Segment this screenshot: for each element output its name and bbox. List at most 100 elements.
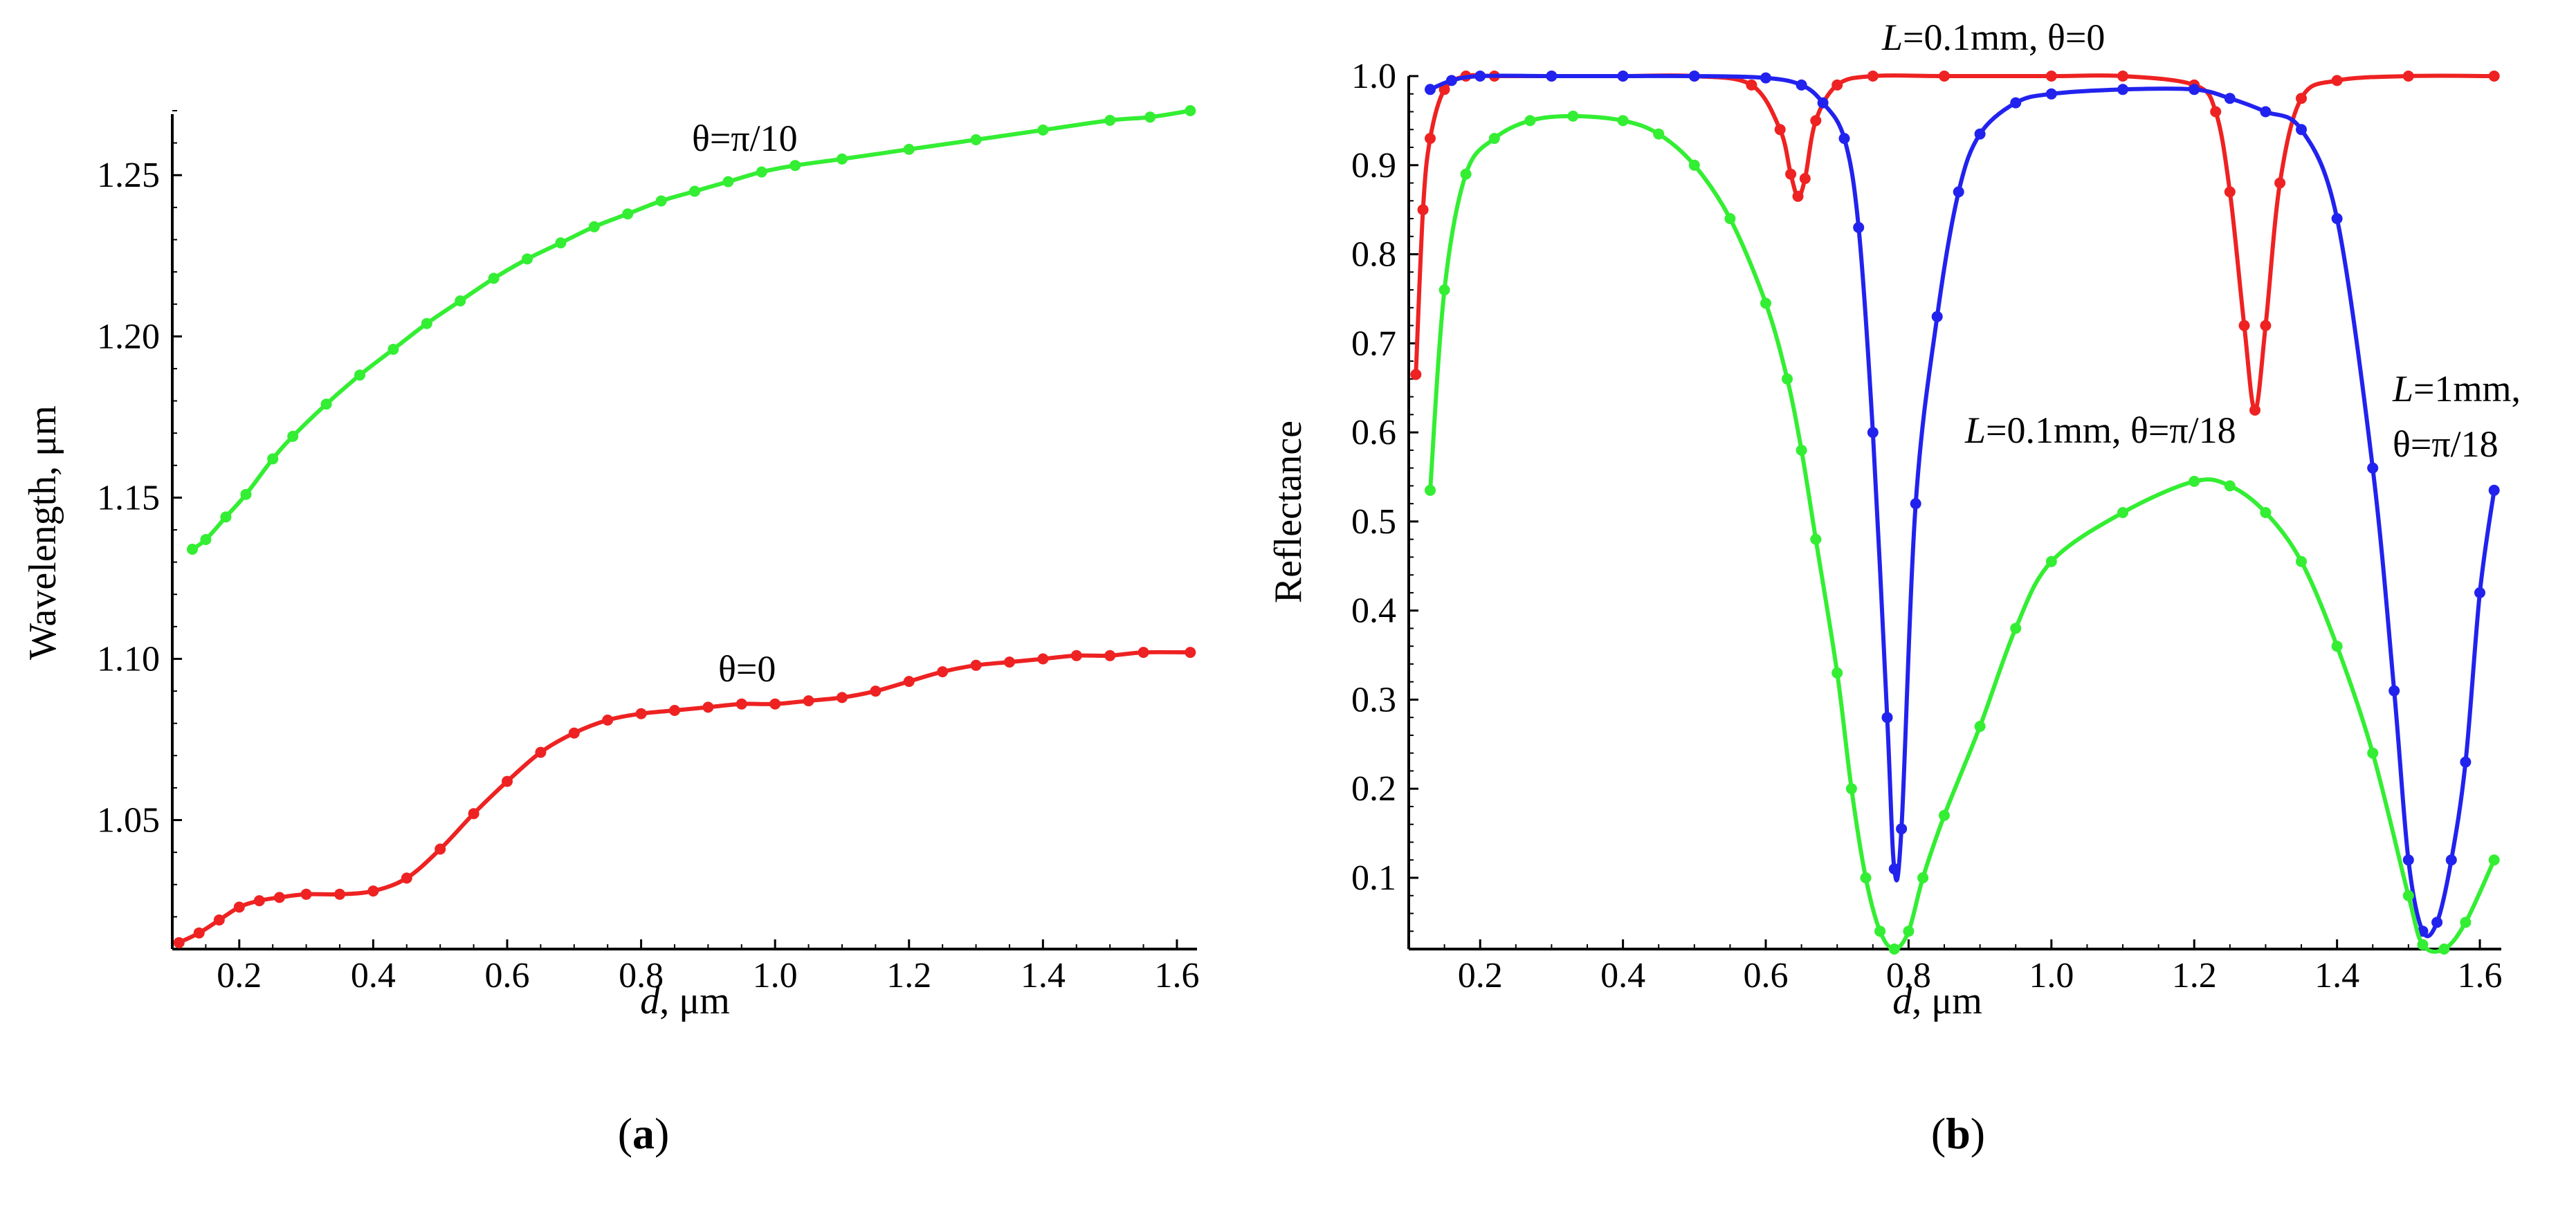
data-point [1438,84,1450,95]
data-point [1867,427,1879,439]
data-point [2189,84,2200,95]
data-point [837,153,848,165]
data-point [970,134,982,145]
panel-b-axes [1407,76,2501,950]
data-point [1410,369,1422,380]
annotation-l01-theta0: L=0.1mm, θ=0 [1881,17,2105,58]
data-point [1653,128,1665,140]
data-point [722,176,734,187]
x-tick-label: 0.4 [1600,956,1645,995]
data-point [1617,115,1629,127]
data-point [2238,320,2250,331]
series-line-b-2 [1428,113,2496,954]
x-tick-label: 0.2 [217,956,262,995]
data-point [1460,168,1472,180]
data-point [1546,71,1558,82]
data-point [2045,88,2057,100]
data-point [367,885,379,897]
data-point [233,901,245,913]
data-point [1896,823,1908,835]
series-line-a-1 [178,650,1191,945]
data-point [1774,124,1786,136]
data-point [502,775,513,787]
data-point [173,937,185,948]
data-point [2260,507,2272,518]
data-point [522,253,533,265]
data-point [2488,854,2500,866]
data-point [789,160,801,172]
data-point [1838,133,1850,145]
x-axis-variable-b: d [1892,979,1912,1022]
data-point [2367,747,2379,759]
data-point [2296,124,2307,136]
data-point [1617,71,1629,82]
data-point [2010,97,2022,109]
data-point [937,666,949,678]
data-point [602,715,614,726]
annotation-l01-theta-pi18: L=0.1mm, θ=π/18 [1964,410,2236,451]
panel-b-ticks: 0.2 0.4 0.6 0.8 1.0 1.2 1.4 1.6 0.1 0.2 0.3 0.4 0.5 0… [1351,57,2503,995]
y-tick-label: 0.2 [1351,769,1396,809]
data-point [240,488,252,500]
y-tick-label: 0.8 [1351,235,1396,275]
annotation-l01-theta0-rest: =0.1mm, θ=0 [1903,17,2105,58]
data-point [2274,177,2286,189]
data-point [2117,71,2128,82]
data-point [1104,650,1116,661]
x-tick-label: 1.2 [886,956,931,995]
data-point [2117,507,2128,518]
data-point [267,453,279,465]
data-point [2296,555,2307,567]
data-point [1903,926,1915,937]
y-tick-label: 0.7 [1351,324,1396,363]
data-point [1810,115,1822,127]
data-point [756,166,767,178]
data-point [2331,75,2343,86]
data-point [555,237,567,249]
data-point [273,892,285,903]
data-point [253,895,265,907]
data-point [2010,623,2022,634]
data-point [870,686,881,697]
annotation-l01-theta-pi18-rest: =0.1mm, θ=π/18 [1986,410,2236,451]
panel-a-series [173,105,1196,948]
y-tick-label: 1.15 [97,478,160,517]
data-point [2224,480,2236,492]
y-tick-label: 1.10 [97,639,160,679]
data-point [1910,498,1921,510]
data-point [1860,872,1872,883]
data-point [1417,204,1429,216]
data-point [2388,685,2400,697]
data-point [622,208,634,220]
data-point [1144,111,1156,123]
data-point [2460,756,2472,768]
data-point [2249,404,2260,416]
data-point [2117,84,2128,95]
data-point [736,698,747,710]
x-tick-label: 1.4 [2314,956,2359,995]
annotation-theta-pi18: θ=π/18 [2393,423,2499,465]
x-tick-label: 1.6 [2458,956,2503,995]
data-point [488,273,500,284]
data-point [1688,71,1700,82]
panel-b-label: (b) [1931,1109,1985,1158]
x-tick-label: 1.0 [2029,956,2074,995]
annotation-l01-theta-pi18-var: L [1964,410,1986,451]
data-point [354,369,365,381]
data-point [2431,917,2443,928]
data-point [535,746,547,758]
y-tick-label: 1.05 [97,801,160,840]
data-point [1438,284,1450,296]
data-point [2438,944,2450,955]
data-point [1488,133,1500,145]
y-tick-label: 0.5 [1351,502,1396,542]
data-point [2045,71,2057,82]
data-point [1874,926,1886,937]
data-point [1746,79,1757,91]
panel-a-chart: 0.2 0.4 0.6 0.8 1.0 1.2 1.4 1.6 1.05 1.10 1.15 1.20… [21,105,1199,1158]
data-point [903,143,915,155]
data-point [193,927,205,939]
data-point [803,695,814,707]
data-point [1831,79,1843,91]
